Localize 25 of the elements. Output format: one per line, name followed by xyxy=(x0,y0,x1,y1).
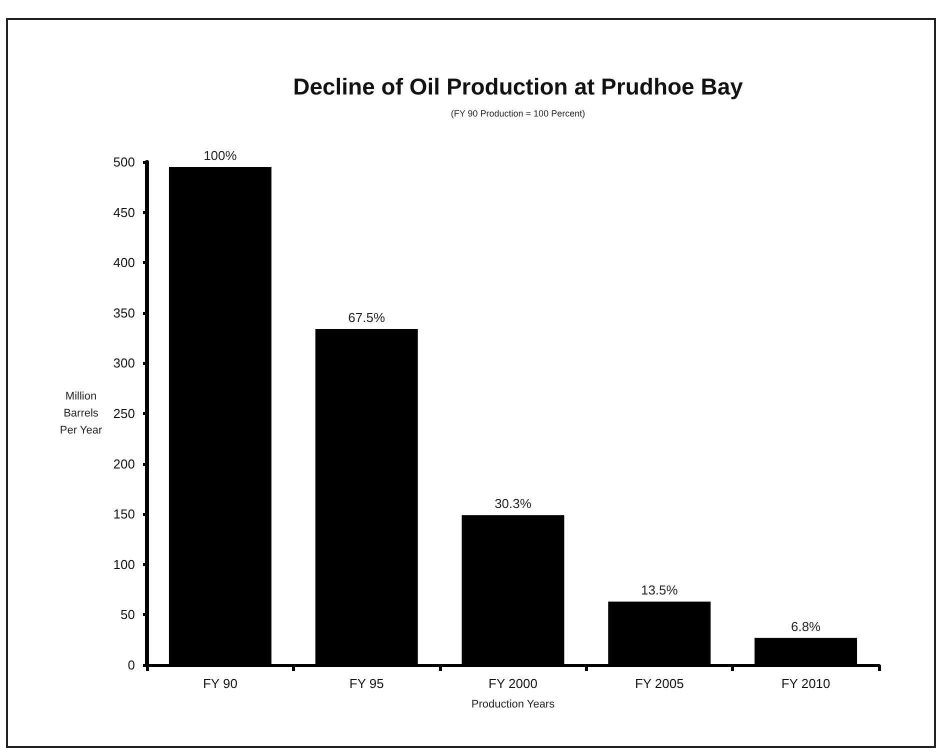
y-tick-label: 100 xyxy=(113,556,135,572)
y-tick-label: 0 xyxy=(128,658,135,672)
x-tick-label: FY 2000 xyxy=(488,676,538,691)
y-tick-label: 300 xyxy=(113,356,135,371)
y-axis-title: Million Barrels Per Year xyxy=(60,390,102,436)
x-axis-title: Production Years xyxy=(471,698,556,710)
x-tick-label: FY 90 xyxy=(202,676,238,691)
y-tick-label: 250 xyxy=(113,406,135,421)
annotation: 13.5% xyxy=(640,582,678,598)
x-tick-label: FY 2005 xyxy=(634,676,684,691)
y-tick-label: 400 xyxy=(113,255,135,270)
y-tick-label: 350 xyxy=(113,305,135,320)
annotation: 67.5% xyxy=(348,310,386,325)
y-tick-label: 150 xyxy=(113,506,135,522)
annotation: 30.3% xyxy=(494,496,532,512)
chart-subtitle: (FY 90 Production = 100 Percent) xyxy=(450,108,586,118)
annotation: 6.8% xyxy=(790,618,822,634)
x-tick-label: FY 2010 xyxy=(781,676,830,691)
y-tick-label: 500 xyxy=(113,154,135,170)
y-tick-label: 50 xyxy=(120,607,135,622)
chart-title: Decline of Oil Production at Prudhoe Bay xyxy=(293,74,744,100)
y-tick-label: 450 xyxy=(113,204,135,220)
y-tick-label: 200 xyxy=(113,456,135,472)
x-tick-label: FY 95 xyxy=(349,676,384,691)
annotation: 100% xyxy=(204,148,238,164)
